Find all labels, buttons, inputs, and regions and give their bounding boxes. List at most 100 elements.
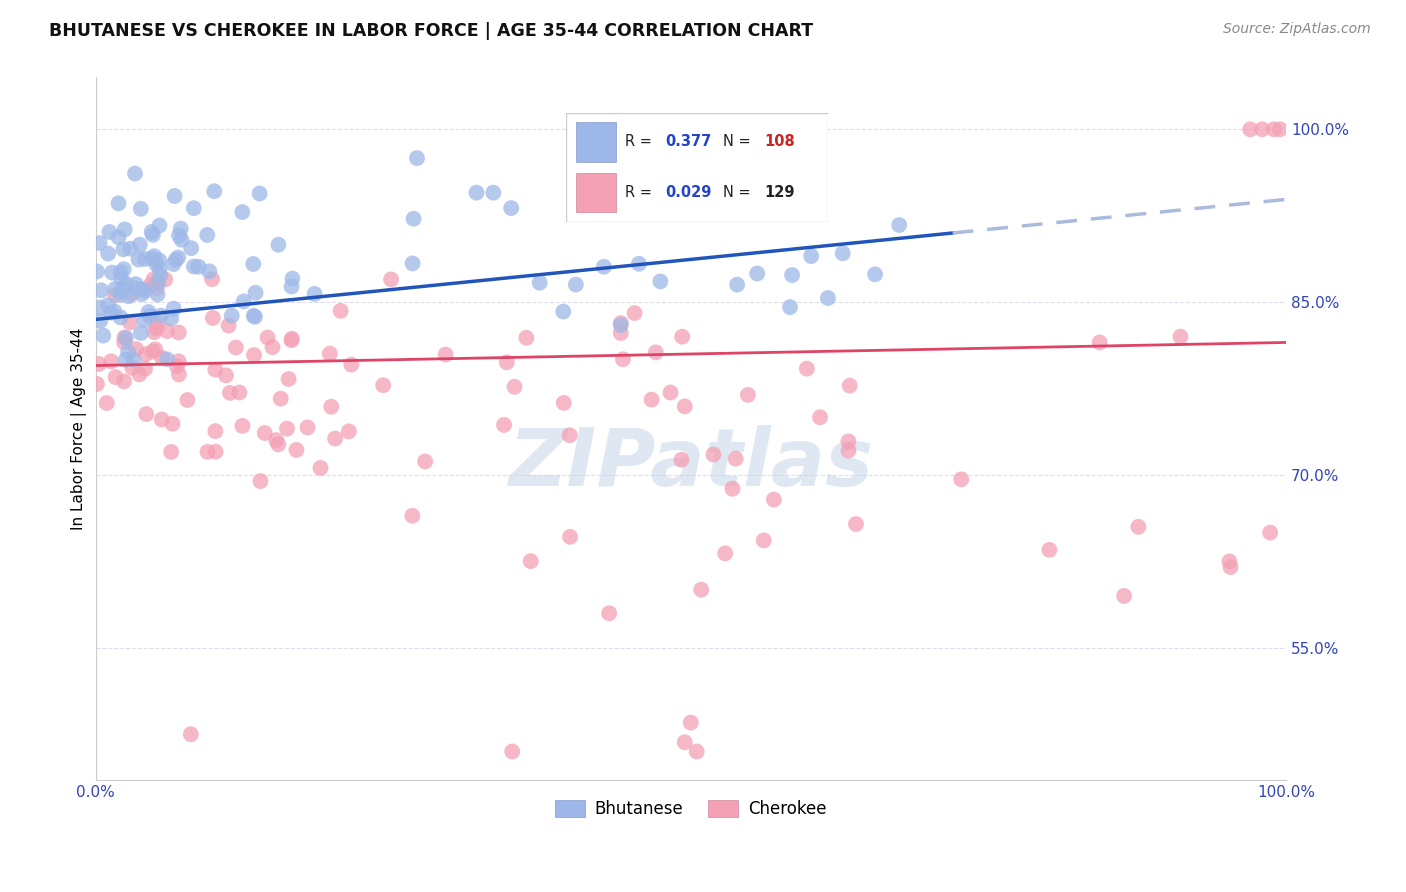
Point bbox=[156, 352, 179, 367]
Point bbox=[837, 434, 859, 449]
Point bbox=[690, 582, 713, 597]
Point bbox=[529, 276, 551, 290]
Point bbox=[97, 298, 120, 312]
Point bbox=[98, 225, 121, 239]
Point bbox=[245, 285, 267, 300]
Point bbox=[1239, 122, 1261, 136]
Point bbox=[197, 445, 219, 459]
Point bbox=[640, 392, 662, 407]
Point bbox=[142, 227, 165, 242]
Point bbox=[122, 352, 145, 367]
Point bbox=[131, 282, 153, 296]
Point bbox=[243, 348, 266, 362]
Point bbox=[163, 301, 186, 316]
Point bbox=[1128, 520, 1150, 534]
Text: ZIPatlas: ZIPatlas bbox=[508, 425, 873, 503]
Point bbox=[267, 237, 290, 252]
Point bbox=[831, 246, 853, 260]
Point bbox=[148, 219, 170, 233]
Point bbox=[609, 318, 631, 333]
Point bbox=[110, 310, 132, 325]
Point bbox=[86, 264, 108, 278]
Point bbox=[276, 422, 298, 436]
Point bbox=[104, 288, 127, 302]
Point bbox=[610, 326, 633, 340]
Point bbox=[129, 202, 152, 216]
Point bbox=[598, 606, 620, 620]
Point bbox=[163, 189, 186, 203]
Point bbox=[131, 287, 153, 301]
Point bbox=[724, 451, 747, 466]
Point bbox=[146, 287, 169, 301]
Point bbox=[492, 417, 515, 432]
Point bbox=[679, 715, 702, 730]
Point bbox=[762, 492, 785, 507]
Point bbox=[87, 357, 110, 371]
Point bbox=[242, 309, 264, 323]
Point bbox=[117, 289, 139, 303]
Point bbox=[817, 291, 839, 305]
Point bbox=[242, 257, 264, 271]
Point bbox=[215, 368, 238, 383]
Point bbox=[150, 351, 173, 365]
Point bbox=[243, 310, 266, 324]
Point bbox=[104, 370, 127, 384]
Point bbox=[725, 277, 748, 292]
Point bbox=[167, 326, 190, 340]
Point bbox=[138, 309, 160, 323]
Point bbox=[319, 346, 342, 360]
Point bbox=[146, 316, 169, 330]
Point bbox=[256, 330, 278, 344]
Point bbox=[592, 260, 614, 274]
Point bbox=[146, 281, 169, 295]
Point bbox=[623, 306, 645, 320]
Point bbox=[115, 277, 138, 291]
Point bbox=[115, 331, 138, 345]
Point bbox=[170, 221, 193, 235]
Point bbox=[321, 400, 343, 414]
Point bbox=[889, 218, 911, 232]
Point bbox=[112, 242, 135, 256]
Point bbox=[97, 246, 120, 260]
Point bbox=[845, 517, 868, 532]
Point bbox=[671, 329, 693, 343]
Point bbox=[644, 345, 666, 359]
Point bbox=[800, 249, 823, 263]
Point bbox=[134, 252, 156, 266]
Point bbox=[380, 272, 402, 286]
Point bbox=[1219, 560, 1241, 574]
Point bbox=[198, 264, 221, 278]
Point bbox=[434, 347, 457, 361]
Point bbox=[201, 310, 224, 325]
Point bbox=[1263, 122, 1285, 136]
Point bbox=[134, 313, 156, 327]
Legend: Bhutanese, Cherokee: Bhutanese, Cherokee bbox=[548, 793, 834, 825]
Point bbox=[112, 330, 135, 344]
Point bbox=[204, 444, 226, 458]
Point bbox=[204, 362, 226, 376]
Point bbox=[401, 508, 423, 523]
Point bbox=[501, 201, 523, 215]
Point bbox=[519, 554, 541, 568]
Point bbox=[128, 252, 150, 267]
Point bbox=[143, 325, 166, 339]
Point bbox=[104, 282, 127, 296]
Point bbox=[165, 252, 187, 267]
Point bbox=[167, 251, 190, 265]
Point bbox=[153, 272, 176, 286]
Point bbox=[89, 314, 111, 328]
Point bbox=[373, 378, 395, 392]
Point bbox=[114, 352, 136, 367]
Point bbox=[183, 260, 205, 274]
Point bbox=[129, 326, 152, 340]
Point bbox=[304, 286, 326, 301]
Point bbox=[218, 318, 240, 333]
Point bbox=[160, 311, 183, 326]
Point bbox=[124, 167, 146, 181]
Point bbox=[309, 461, 332, 475]
Point bbox=[201, 272, 224, 286]
Point bbox=[627, 257, 650, 271]
Y-axis label: In Labor Force | Age 35-44: In Labor Force | Age 35-44 bbox=[72, 327, 87, 530]
Point bbox=[270, 392, 292, 406]
Point bbox=[558, 428, 581, 442]
